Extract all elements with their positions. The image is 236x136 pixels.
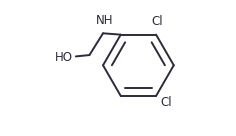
Text: NH: NH xyxy=(96,14,114,27)
Text: Cl: Cl xyxy=(160,96,172,109)
Text: Cl: Cl xyxy=(152,15,163,28)
Text: HO: HO xyxy=(55,51,73,64)
